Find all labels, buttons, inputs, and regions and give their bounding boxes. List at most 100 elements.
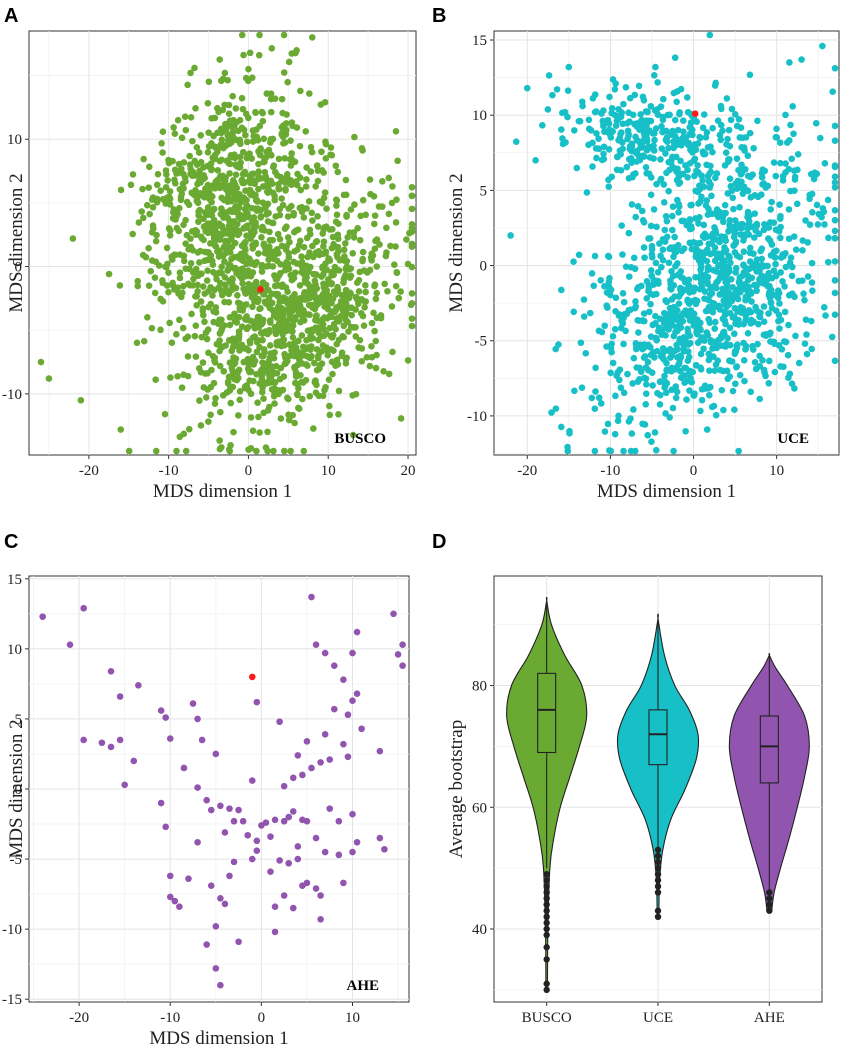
scatter-point bbox=[754, 340, 761, 348]
scatter-point bbox=[237, 255, 245, 263]
scatter-point bbox=[173, 331, 180, 338]
scatter-point bbox=[235, 194, 243, 201]
scatter-point bbox=[333, 211, 341, 219]
scatter-point bbox=[116, 736, 124, 744]
scatter-point bbox=[236, 153, 244, 161]
scatter-point bbox=[355, 276, 363, 284]
y-axis-title: Average bootstrap bbox=[446, 720, 467, 858]
scatter-point bbox=[217, 174, 224, 182]
scatter-point bbox=[340, 676, 347, 683]
scatter-point bbox=[687, 146, 694, 154]
scatter-point bbox=[253, 348, 261, 356]
scatter-point bbox=[163, 282, 171, 289]
scatter-point bbox=[257, 206, 264, 214]
scatter-point bbox=[291, 316, 299, 323]
scatter-point bbox=[284, 394, 291, 402]
scatter-point bbox=[685, 313, 693, 321]
scatter-point bbox=[162, 184, 170, 191]
scatter-point bbox=[243, 232, 250, 239]
scatter-point bbox=[388, 199, 396, 207]
scatter-point bbox=[684, 108, 692, 116]
scatter-point bbox=[235, 366, 243, 374]
scatter-point bbox=[285, 253, 293, 261]
scatter-point bbox=[388, 303, 396, 310]
scatter-point bbox=[719, 127, 726, 135]
scatter-point bbox=[368, 319, 376, 327]
scatter-point bbox=[394, 651, 402, 658]
scatter-point bbox=[243, 260, 250, 268]
scatter-point bbox=[266, 326, 273, 334]
scatter-point bbox=[677, 290, 685, 297]
scatter-point bbox=[317, 916, 324, 923]
scatter-point bbox=[263, 90, 271, 97]
scatter-point bbox=[203, 335, 211, 343]
scatter-point bbox=[643, 170, 651, 177]
scatter-point bbox=[322, 383, 329, 391]
scatter-point bbox=[145, 163, 153, 171]
scatter-point bbox=[786, 137, 793, 144]
scatter-point bbox=[677, 85, 685, 93]
scatter-point bbox=[255, 295, 262, 303]
scatter-point bbox=[706, 31, 714, 39]
scatter-point bbox=[272, 213, 279, 220]
scatter-point bbox=[298, 208, 306, 216]
scatter-point bbox=[707, 383, 714, 391]
scatter-point bbox=[142, 253, 150, 261]
scatter-point bbox=[145, 282, 153, 289]
scatter-point bbox=[632, 303, 640, 310]
scatter-point bbox=[661, 238, 669, 245]
scatter-point bbox=[694, 140, 702, 147]
scatter-point bbox=[334, 168, 342, 176]
scatter-point bbox=[662, 410, 669, 417]
scatter-point bbox=[595, 135, 602, 143]
scatter-point bbox=[820, 208, 828, 216]
scatter-point bbox=[738, 144, 745, 151]
scatter-point bbox=[344, 711, 352, 719]
scatter-point bbox=[203, 256, 211, 264]
scatter-point bbox=[667, 159, 675, 167]
scatter-point bbox=[332, 218, 340, 226]
scatter-point bbox=[647, 300, 654, 308]
y-tick-label: -15 bbox=[2, 992, 22, 1008]
scatter-point bbox=[98, 739, 106, 747]
scatter-point bbox=[662, 389, 670, 397]
scatter-point bbox=[291, 269, 299, 276]
scatter-point bbox=[780, 338, 788, 345]
scatter-point bbox=[228, 347, 236, 355]
scatter-point bbox=[211, 400, 219, 407]
scatter-point bbox=[339, 333, 347, 340]
scatter-point bbox=[795, 277, 803, 285]
scatter-point bbox=[159, 149, 166, 156]
scatter-point bbox=[321, 731, 329, 738]
scatter-point bbox=[771, 368, 779, 376]
scatter-point bbox=[207, 411, 214, 419]
scatter-point bbox=[210, 206, 217, 214]
scatter-point bbox=[121, 781, 128, 789]
scatter-point bbox=[657, 156, 664, 163]
scatter-point bbox=[625, 418, 633, 425]
scatter-point bbox=[722, 149, 730, 157]
scatter-point bbox=[634, 316, 642, 324]
scatter-point bbox=[205, 163, 213, 171]
scatter-point bbox=[277, 364, 285, 372]
scatter-point bbox=[824, 258, 832, 266]
scatter-point bbox=[558, 126, 565, 133]
scatter-point bbox=[746, 244, 754, 252]
outlier-point bbox=[543, 919, 550, 927]
scatter-point bbox=[371, 281, 379, 289]
scatter-point bbox=[284, 78, 291, 86]
scatter-point bbox=[37, 358, 45, 366]
outlier-point bbox=[543, 883, 550, 890]
scatter-point bbox=[637, 111, 644, 118]
scatter-point bbox=[303, 879, 311, 887]
scatter-point bbox=[680, 345, 687, 353]
scatter-point bbox=[265, 256, 272, 263]
scatter-point bbox=[726, 216, 734, 224]
scatter-point bbox=[620, 100, 627, 108]
scatter-point bbox=[786, 59, 793, 66]
scatter-point bbox=[320, 238, 328, 245]
scatter-point bbox=[381, 845, 388, 853]
scatter-point bbox=[135, 682, 142, 689]
